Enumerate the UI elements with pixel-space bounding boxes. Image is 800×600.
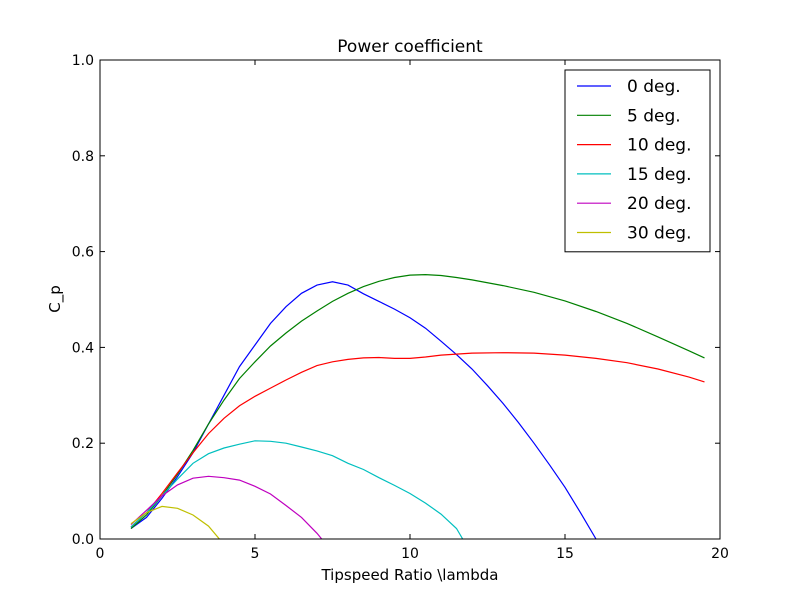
y-tick-label: 0.0 xyxy=(72,532,94,548)
legend-label: 10 deg. xyxy=(627,136,691,156)
plot-area-frame xyxy=(99,59,721,540)
legend-label: 15 deg. xyxy=(627,165,691,185)
y-tick-label: 1.0 xyxy=(72,53,94,69)
x-tick-label: 15 xyxy=(556,546,574,562)
legend-label: 0 deg. xyxy=(627,77,681,97)
x-tick-label: 20 xyxy=(711,546,729,562)
y-tick-label: 0.4 xyxy=(72,340,94,356)
series-line-5 xyxy=(130,505,220,539)
x-axis-label: Tipspeed Ratio \lambda xyxy=(320,566,498,584)
y-tick-label: 0.2 xyxy=(72,436,94,452)
legend-frame xyxy=(564,69,711,253)
x-tick-label: 10 xyxy=(401,546,419,562)
chart-title: Power coefficient xyxy=(337,37,483,57)
legend: 0 deg. 5 deg. 10 deg. 15 deg. 20 deg. 30 deg. xyxy=(564,69,711,253)
series-line-4 xyxy=(130,475,323,539)
x-tick-label: 0 xyxy=(96,546,105,562)
legend-label: 30 deg. xyxy=(627,224,691,244)
series-line-2 xyxy=(130,352,705,528)
y-tick-label: 0.8 xyxy=(72,149,94,165)
legend-label: 5 deg. xyxy=(627,106,681,126)
y-axis-label: C_p xyxy=(46,285,65,313)
x-tick-label: 5 xyxy=(251,546,260,562)
series-line-1 xyxy=(130,273,705,529)
y-tick-label: 0.6 xyxy=(72,245,94,261)
legend-label: 20 deg. xyxy=(627,194,691,214)
plot-series xyxy=(130,273,705,539)
series-line-3 xyxy=(130,440,464,539)
